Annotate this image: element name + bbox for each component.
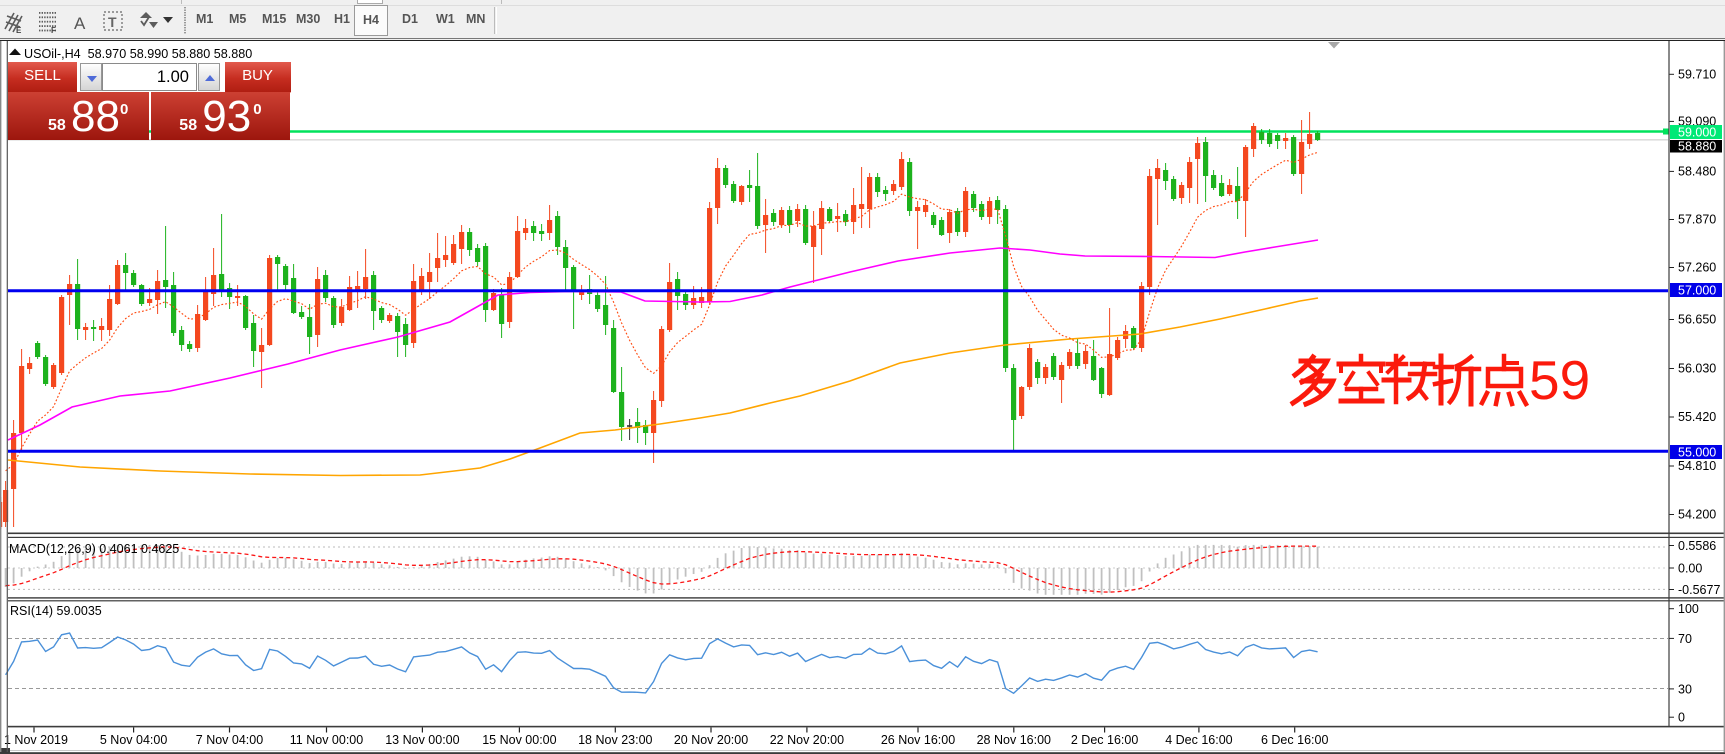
svg-text:70: 70	[1678, 632, 1692, 646]
svg-text:1 Nov 2019: 1 Nov 2019	[4, 733, 68, 747]
svg-text:-0.5677: -0.5677	[1678, 583, 1720, 597]
svg-text:57.260: 57.260	[1678, 261, 1716, 275]
svg-text:22 Nov 20:00: 22 Nov 20:00	[770, 733, 844, 747]
svg-text:0: 0	[1678, 711, 1685, 725]
svg-text:0.5586: 0.5586	[1678, 539, 1716, 553]
svg-text:59: 59	[1529, 349, 1590, 411]
svg-text:F: F	[51, 26, 56, 35]
svg-text:20 Nov 20:00: 20 Nov 20:00	[674, 733, 748, 747]
svg-text:18 Nov 23:00: 18 Nov 23:00	[578, 733, 652, 747]
svg-text:59.090: 59.090	[1678, 114, 1716, 128]
svg-text:0.00: 0.00	[1678, 562, 1702, 576]
svg-text:7 Nov 04:00: 7 Nov 04:00	[196, 733, 263, 747]
svg-text:100: 100	[1678, 602, 1699, 616]
svg-text:57.000: 57.000	[1678, 284, 1716, 298]
svg-text:55.000: 55.000	[1678, 446, 1716, 460]
svg-text:2 Dec 16:00: 2 Dec 16:00	[1071, 733, 1138, 747]
svg-text:58.480: 58.480	[1678, 164, 1716, 178]
svg-text:E: E	[16, 26, 22, 35]
svg-text:59.000: 59.000	[1678, 126, 1716, 140]
svg-text:MACD(12,26,9) 0.4061 0.4625: MACD(12,26,9) 0.4061 0.4625	[9, 542, 179, 556]
svg-text:26 Nov 16:00: 26 Nov 16:00	[881, 733, 955, 747]
svg-text:59.710: 59.710	[1678, 67, 1716, 81]
svg-text:28 Nov 16:00: 28 Nov 16:00	[977, 733, 1051, 747]
svg-text:30: 30	[1678, 682, 1692, 696]
svg-text:11 Nov 00:00: 11 Nov 00:00	[290, 733, 363, 747]
svg-text:56.030: 56.030	[1678, 362, 1716, 376]
svg-text:58.880: 58.880	[1678, 140, 1716, 154]
svg-text:A: A	[74, 14, 86, 33]
svg-text:6 Dec 16:00: 6 Dec 16:00	[1261, 733, 1328, 747]
svg-text:56.650: 56.650	[1678, 313, 1716, 327]
svg-text:55.420: 55.420	[1678, 410, 1716, 424]
svg-text:54.200: 54.200	[1678, 508, 1716, 522]
svg-text:57.870: 57.870	[1678, 213, 1716, 227]
svg-text:5 Nov 04:00: 5 Nov 04:00	[100, 733, 167, 747]
svg-text:USOil-,H4 58.970 58.990 58.88: USOil-,H4 58.970 58.990 58.880 58.880	[24, 47, 252, 61]
svg-text:15 Nov 00:00: 15 Nov 00:00	[482, 733, 556, 747]
svg-text:4 Dec 16:00: 4 Dec 16:00	[1165, 733, 1232, 747]
svg-text:54.810: 54.810	[1678, 459, 1716, 473]
svg-text:RSI(14) 59.0035: RSI(14) 59.0035	[10, 604, 102, 618]
svg-text:13 Nov 00:00: 13 Nov 00:00	[385, 733, 459, 747]
svg-text:T: T	[108, 14, 117, 30]
